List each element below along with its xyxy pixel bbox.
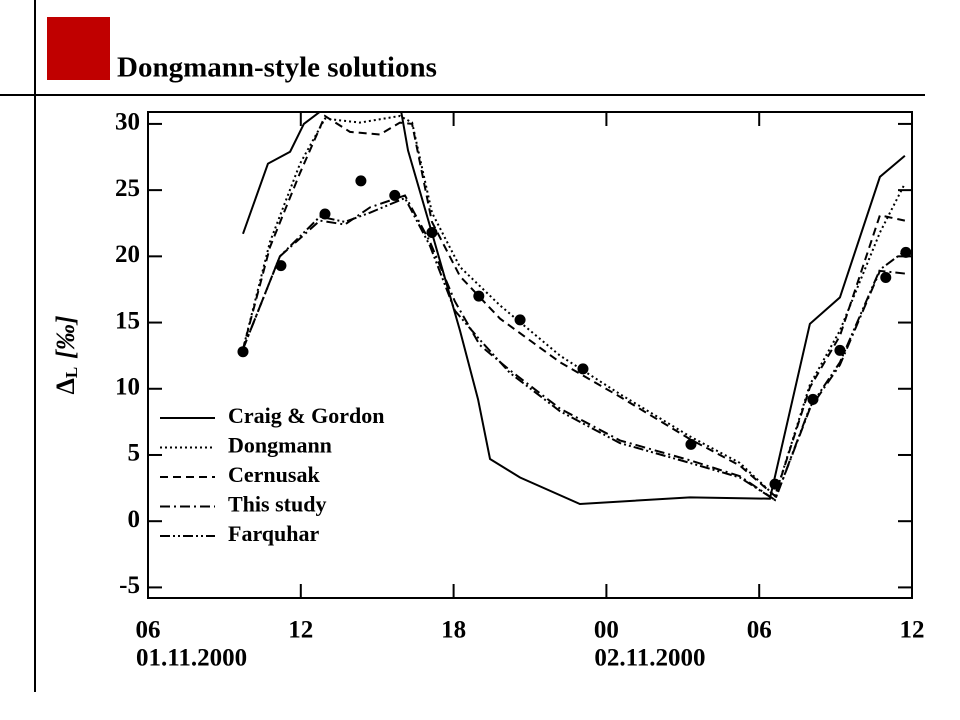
series-line bbox=[242, 194, 905, 502]
measured-point bbox=[389, 189, 401, 201]
measured-point bbox=[834, 344, 846, 356]
legend-label: This study bbox=[228, 492, 326, 517]
series-line bbox=[242, 112, 906, 505]
title-square bbox=[47, 17, 110, 80]
measured-point bbox=[769, 478, 781, 490]
y-axis-label: ΔL [‰] bbox=[51, 316, 81, 395]
date-label: 01.11.2000 bbox=[136, 645, 247, 672]
y-tick-label: 30 bbox=[115, 109, 140, 136]
measured-point bbox=[807, 393, 819, 405]
series-line bbox=[242, 114, 906, 498]
x-tick-label: 00 bbox=[594, 617, 619, 644]
measured-point bbox=[319, 208, 331, 220]
slide-title: Dongmann-style solutions bbox=[117, 52, 437, 84]
plot-frame bbox=[147, 111, 913, 599]
x-tick-label: 12 bbox=[288, 617, 313, 644]
legend-label: Cernusak bbox=[228, 462, 320, 487]
measured-point bbox=[473, 290, 485, 302]
y-label-unit: [‰] bbox=[51, 316, 80, 359]
measured-point bbox=[237, 346, 249, 358]
y-tick-label: 15 bbox=[115, 307, 140, 334]
measured-point bbox=[577, 363, 589, 375]
y-tick-label: 20 bbox=[115, 241, 140, 268]
y-label: ΔL [‰] bbox=[51, 316, 81, 395]
plot-area bbox=[237, 112, 912, 505]
measured-point bbox=[426, 227, 438, 239]
x-tick-label: 06 bbox=[747, 617, 772, 644]
y-label-symbol: Δ bbox=[51, 378, 80, 394]
x-tick-label: 06 bbox=[136, 617, 161, 644]
y-label-subscript: L bbox=[62, 367, 81, 378]
series-line bbox=[242, 196, 906, 502]
measured-point bbox=[514, 314, 526, 326]
series-line bbox=[242, 114, 906, 498]
y-tick-label: 5 bbox=[128, 440, 141, 467]
y-tick-label: -5 bbox=[119, 572, 140, 599]
measured-point bbox=[355, 175, 367, 187]
date-label: 02.11.2000 bbox=[594, 645, 705, 672]
measured-point bbox=[685, 438, 697, 450]
legend-label: Dongmann bbox=[228, 433, 332, 458]
measured-point bbox=[900, 246, 912, 258]
measured-point bbox=[880, 272, 892, 284]
x-tick-label: 18 bbox=[441, 617, 466, 644]
y-tick-label: 25 bbox=[115, 175, 140, 202]
legend-label: Farquhar bbox=[228, 521, 320, 546]
legend-label: Craig & Gordon bbox=[228, 403, 384, 428]
y-tick-label: 0 bbox=[128, 506, 141, 533]
y-tick-label: 10 bbox=[115, 374, 140, 401]
x-tick-label: 12 bbox=[900, 617, 925, 644]
measured-point bbox=[275, 260, 287, 272]
